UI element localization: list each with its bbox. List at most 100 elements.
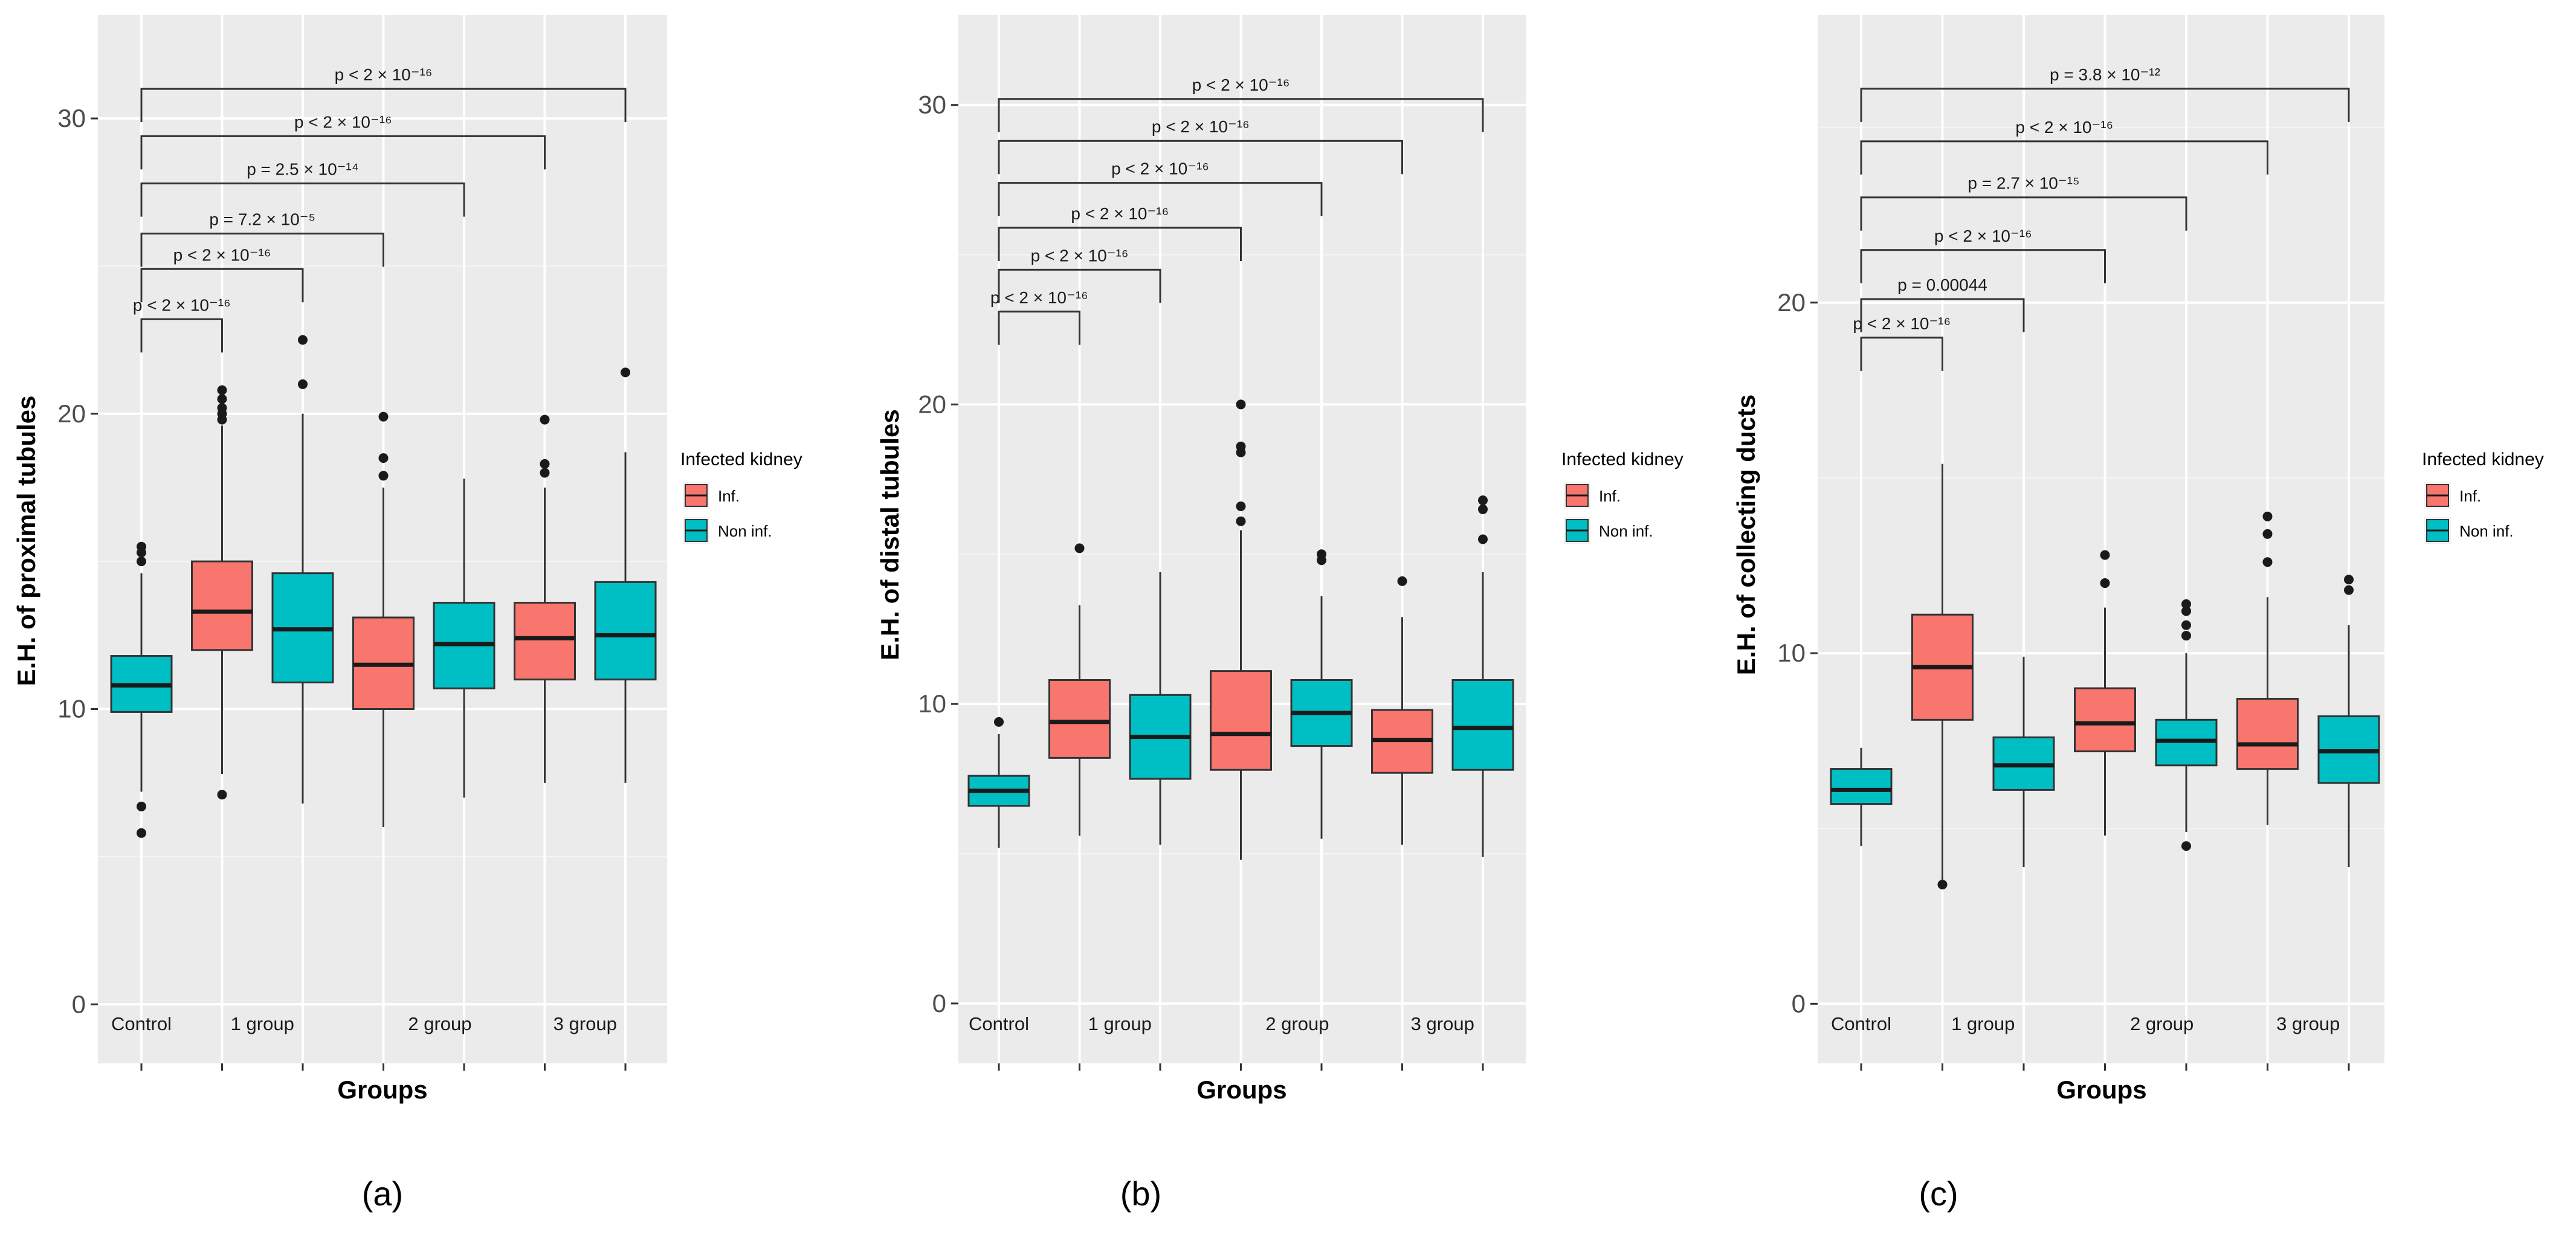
bracket-line (140, 268, 304, 303)
outlier-point (1236, 399, 1246, 410)
outlier-point (217, 394, 227, 404)
group-label: 3 group (2276, 1013, 2340, 1034)
bracket-line (998, 311, 1080, 345)
box-inf-4 (1210, 399, 1272, 860)
outlier-point (1397, 576, 1407, 586)
bracket-line (1860, 140, 2268, 175)
bracket-label: p < 2 × 10⁻¹⁶ (1934, 227, 2032, 245)
y-tick-label: 30 (57, 104, 86, 132)
box-iqr (1210, 670, 1272, 771)
significance-bracket: p < 2 × 10⁻¹⁶ (140, 112, 546, 170)
box-inf-2 (191, 385, 253, 800)
outlier-point (2181, 620, 2191, 630)
box-iqr (514, 602, 576, 681)
box-iqr (1830, 768, 1893, 805)
outlier-point (994, 717, 1004, 727)
group-label: Control (1831, 1013, 1891, 1034)
significance-bracket: p < 2 × 10⁻¹⁶ (140, 65, 627, 123)
outlier-point (137, 828, 146, 838)
bracket-line (998, 182, 1323, 216)
bracket-line (140, 318, 223, 353)
group-label: Control (969, 1013, 1029, 1034)
significance-bracket: p = 2.7 × 10⁻¹⁵ (1860, 174, 2187, 231)
y-tick-label: 20 (1777, 288, 1806, 317)
box-non-inf-5 (2155, 599, 2218, 851)
box-inf-2 (1911, 463, 1974, 890)
group-label: 3 group (1411, 1013, 1474, 1034)
box-inf-4 (352, 411, 415, 828)
box-inf-6 (514, 414, 576, 783)
outlier-point (1236, 501, 1246, 511)
y-tick-label: 20 (57, 399, 86, 428)
bracket-line (998, 268, 1161, 303)
outlier-point (540, 468, 550, 478)
legend: Infected kidney Inf. Non inf. (680, 450, 802, 544)
y-tick-label: 0 (932, 989, 946, 1017)
panel-label: (b) (1120, 1175, 1161, 1213)
outlier-point (298, 379, 308, 389)
box-iqr (1048, 679, 1111, 759)
outlier-point (217, 414, 227, 425)
box-non-inf-1 (1830, 747, 1893, 846)
significance-bracket: p < 2 × 10⁻¹⁶ (998, 204, 1242, 261)
legend-title: Infected kidney (1561, 450, 1683, 469)
bracket-line (998, 98, 1484, 132)
box-non-inf-3 (1992, 656, 2055, 868)
legend-entry-label: Inf. (718, 487, 740, 505)
box-non-inf-3 (271, 335, 334, 804)
box-non-inf-7 (1451, 495, 1514, 857)
group-label: 2 group (1265, 1013, 1329, 1034)
y-tick-label: 10 (918, 689, 946, 718)
outlier-point (2262, 511, 2273, 521)
y-axis-title: E.H. of distal tubules (876, 409, 904, 660)
outlier-point (1317, 555, 1326, 566)
box-non-inf-5 (1290, 549, 1353, 839)
group-label: 2 group (408, 1013, 471, 1034)
bracket-label: p = 2.7 × 10⁻¹⁵ (1968, 174, 2079, 193)
outlier-point (2181, 841, 2191, 851)
significance-bracket: p < 2 × 10⁻¹⁶ (998, 160, 1323, 216)
significance-bracket: p = 7.2 × 10⁻⁵ (140, 210, 384, 267)
bracket-label: p < 2 × 10⁻¹⁶ (1152, 117, 1250, 136)
outlier-point (1478, 495, 1488, 506)
outlier-point (2100, 578, 2110, 588)
legend-entry-label: Non inf. (2459, 522, 2514, 540)
legend-entry-label: Non inf. (718, 522, 772, 540)
box-inf-6 (2236, 511, 2299, 825)
legend-title: Infected kidney (2422, 450, 2544, 469)
bracket-label: p = 7.2 × 10⁻⁵ (209, 210, 315, 229)
outlier-point (2181, 606, 2191, 616)
group-label: 3 group (554, 1013, 617, 1034)
outlier-point (137, 556, 146, 567)
outlier-point (1074, 543, 1085, 553)
bracket-label: p < 2 × 10⁻¹⁶ (173, 245, 271, 264)
bracket-line (1860, 196, 2187, 231)
significance-bracket: p < 2 × 10⁻¹⁶ (133, 295, 231, 353)
group-label: 1 group (1088, 1013, 1152, 1034)
bracket-label: p < 2 × 10⁻¹⁶ (1031, 246, 1129, 265)
outlier-point (2262, 557, 2273, 567)
bracket-label: p < 2 × 10⁻¹⁶ (335, 65, 433, 84)
legend-entry-label: Non inf. (1599, 522, 1653, 540)
y-tick-label: 0 (1792, 989, 1806, 1017)
box-non-inf-7 (2317, 575, 2380, 868)
y-tick-label: 20 (918, 390, 946, 418)
y-tick-label: 0 (72, 990, 86, 1018)
group-label: 1 group (1951, 1013, 2015, 1034)
bracket-label: p < 2 × 10⁻¹⁶ (1853, 314, 1951, 333)
outlier-point (2344, 575, 2354, 585)
box-iqr (594, 581, 657, 681)
box-non-inf-5 (433, 479, 496, 798)
outlier-point (378, 453, 389, 463)
legend-entry-label: Inf. (2459, 487, 2481, 505)
bracket-label: p < 2 × 10⁻¹⁶ (1071, 204, 1169, 223)
legend-entry-label: Inf. (1599, 487, 1621, 505)
bracket-label: p = 3.8 × 10⁻¹² (2050, 65, 2160, 84)
significance-bracket: p < 2 × 10⁻¹⁶ (140, 245, 304, 303)
group-label: 2 group (2130, 1013, 2193, 1034)
bracket-line (1860, 249, 2106, 283)
box-iqr (1451, 679, 1514, 771)
bracket-label: p = 0.00044 (1897, 276, 1987, 294)
outlier-point (137, 801, 146, 811)
